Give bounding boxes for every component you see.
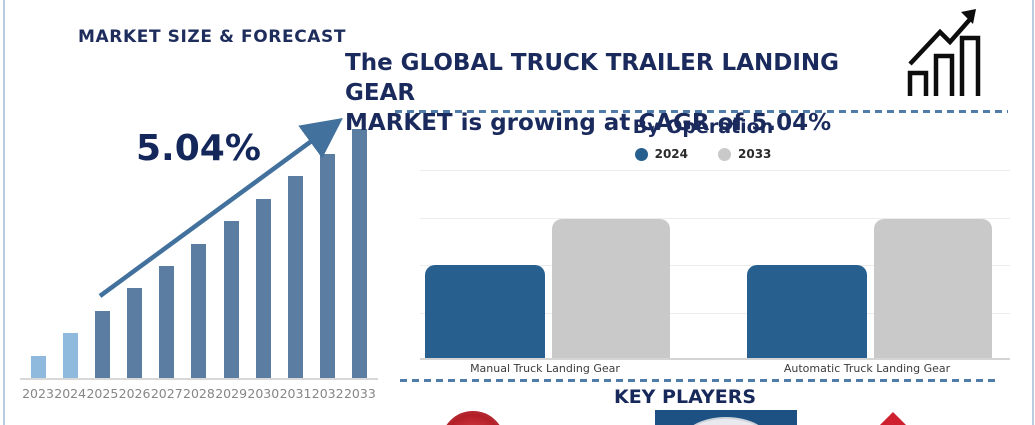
forecast-bar-2028 xyxy=(191,244,207,378)
forecast-bar-2027 xyxy=(159,266,175,378)
bar-group-1 xyxy=(747,219,992,358)
bar-2024-category-0 xyxy=(425,265,545,358)
forecast-year-axis: 2023 2024 2025 2026 2027 2028 2029 2030 2031 2032… xyxy=(20,386,378,401)
forecast-bar-2031 xyxy=(288,176,303,378)
year-tick-2030: 2030 xyxy=(247,386,280,401)
gridline xyxy=(420,265,1010,266)
year-tick-2026: 2026 xyxy=(118,386,151,401)
forecast-bar-slot xyxy=(312,154,344,378)
legend-label-2024: 2024 xyxy=(654,147,688,161)
market-size-forecast-title: MARKET SIZE & FORECAST xyxy=(78,27,347,47)
forecast-bar-2024 xyxy=(62,333,78,378)
gridline xyxy=(420,170,1010,171)
operation-category-axis: Manual Truck Landing Gear Automatic Truck… xyxy=(420,362,1010,378)
gridline xyxy=(420,313,1010,314)
bar-group-0 xyxy=(425,219,670,358)
forecast-bar-slot xyxy=(86,311,118,378)
year-tick-2033: 2033 xyxy=(343,386,376,401)
operation-plot xyxy=(420,170,1010,360)
page-title: The GLOBAL TRUCK TRAILER LANDING GEAR MA… xyxy=(345,48,915,138)
key-player-red-circle-logo xyxy=(441,411,505,425)
forecast-bar-slot xyxy=(119,288,151,378)
bar-2033-category-1 xyxy=(874,219,992,358)
legend-dot-2033 xyxy=(718,147,731,161)
left-border-line xyxy=(3,0,5,425)
forecast-bar-2025 xyxy=(94,311,110,378)
bar-2024-category-1 xyxy=(747,265,867,358)
category-label-0: Manual Truck Landing Gear xyxy=(470,362,620,375)
key-player-blue-rectangle-logo xyxy=(655,410,797,425)
operation-legend: 2024 2033 xyxy=(400,147,1006,161)
forecast-bar-slot xyxy=(215,221,247,378)
year-tick-2027: 2027 xyxy=(150,386,183,401)
forecast-bar-2032 xyxy=(320,154,336,378)
growth-bar-chart-icon xyxy=(907,9,981,96)
top-dashed-separator xyxy=(395,110,1008,113)
year-tick-2023: 2023 xyxy=(22,386,54,401)
forecast-bar-slot xyxy=(22,356,54,378)
forecast-bar-slot xyxy=(183,244,215,378)
legend-item-2033: 2033 xyxy=(718,147,771,161)
bottom-dashed-separator xyxy=(400,379,1000,382)
forecast-bar-slot xyxy=(151,266,183,378)
year-tick-2031: 2031 xyxy=(279,386,312,401)
key-player-red-diamond-logo xyxy=(868,411,918,425)
right-border-line xyxy=(1032,0,1034,425)
page-title-line2: MARKET is growing at CAGR of 5.04% xyxy=(345,110,832,136)
gridline xyxy=(420,218,1010,219)
forecast-bar-slot xyxy=(344,129,376,378)
forecast-bar-slot xyxy=(247,199,279,378)
key-players-title: KEY PLAYERS xyxy=(613,386,757,408)
legend-dot-2024 xyxy=(634,147,648,161)
year-tick-2028: 2028 xyxy=(183,386,215,401)
year-tick-2024: 2024 xyxy=(54,386,87,401)
forecast-bar-2033 xyxy=(352,129,368,378)
category-label-1: Automatic Truck Landing Gear xyxy=(783,362,951,375)
year-tick-2029: 2029 xyxy=(215,386,248,401)
year-tick-2032: 2032 xyxy=(311,386,344,401)
forecast-bar-2029 xyxy=(223,221,239,378)
year-tick-2025: 2025 xyxy=(86,386,119,401)
bar-2033-category-0 xyxy=(552,219,670,358)
forecast-bar-slot xyxy=(280,176,312,378)
forecast-bar-2030 xyxy=(255,199,271,378)
forecast-bar-2023 xyxy=(30,356,46,378)
page-title-line1: The GLOBAL TRUCK TRAILER LANDING GEAR xyxy=(345,50,840,106)
forecast-bar-slot xyxy=(54,333,86,378)
forecast-bar-2026 xyxy=(127,288,143,378)
by-operation-title: By Operation xyxy=(632,116,774,138)
cagr-annotation: 5.04% xyxy=(136,128,261,169)
legend-label-2033: 2033 xyxy=(738,147,772,161)
logo-oval-shape xyxy=(681,417,771,425)
legend-item-2024: 2024 xyxy=(634,147,688,161)
